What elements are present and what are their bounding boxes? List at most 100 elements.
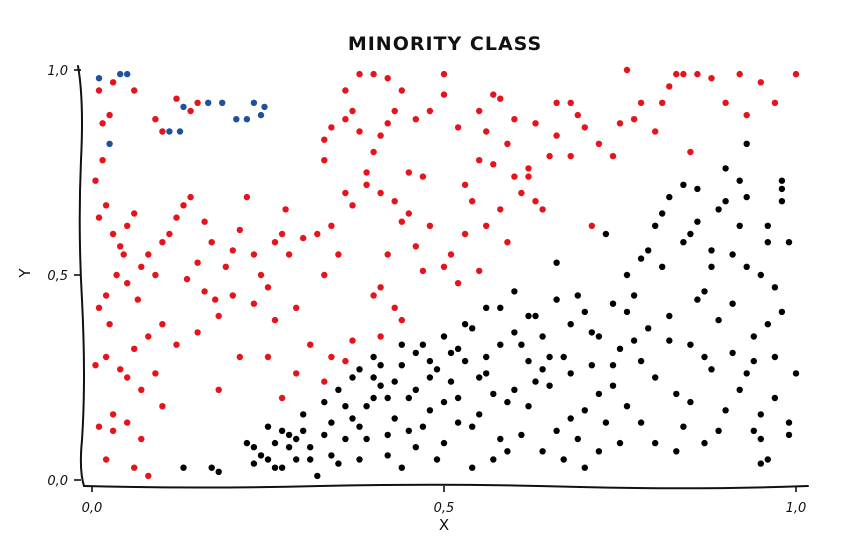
scatter-point [131,345,138,352]
scatter-point [328,419,335,426]
scatter-point [454,124,462,131]
scatter-point [666,193,673,201]
scatter-point [363,181,370,188]
scatter-point [412,243,419,250]
scatter-point [792,70,800,78]
scatter-point [497,95,504,102]
scatter-point [525,403,532,410]
scatter-point [95,75,103,82]
scatter-point [92,362,99,369]
scatter-point [370,394,377,402]
scatter-point [391,415,398,422]
scatter-point [546,382,553,389]
scatter-point [349,374,356,381]
scatter-point [525,357,532,365]
scatter-point [356,366,363,373]
y-tick-label: 0,0 [47,474,68,489]
scatter-point [426,407,434,414]
scatter-point [271,439,279,447]
scatter-point [342,435,349,443]
scatter-point [370,353,377,361]
scatter-point [95,214,103,221]
scatter-point [356,456,363,463]
scatter-point [588,222,595,229]
scatter-point [757,411,764,418]
scatter-point [539,206,546,213]
scatter-point [243,116,251,123]
scatter-point [205,99,212,107]
scatter-point [349,415,356,422]
scatter-point [616,439,624,447]
scatter-point [708,75,715,82]
scatter-point [152,271,159,279]
scatter-point [518,431,525,439]
scatter-point [307,341,314,348]
scatter-point [384,394,391,402]
scatter-point [356,423,363,430]
scatter-point [736,222,743,229]
scatter-point [328,452,335,459]
scatter-point [271,239,279,246]
scatter-point [257,111,265,119]
scatter-point [356,128,363,135]
scatter-point [95,423,103,430]
scatter-point [715,427,722,434]
series-2 [180,140,800,480]
scatter-point [595,333,603,340]
scatter-point [447,251,455,258]
scatter-point [659,99,666,107]
scatter-point [138,435,145,443]
scatter-point [440,333,448,340]
scatter-point [307,444,314,451]
scatter-point [722,198,729,205]
scatter-point [152,116,159,123]
scatter-point [250,251,258,258]
scatter-point [433,456,441,463]
scatter-point [109,411,117,418]
scatter-point [539,333,546,340]
scatter-point [771,394,779,402]
scatter-point [271,316,279,324]
scatter-point [95,87,103,94]
scatter-point [194,329,201,336]
scatter-point [764,222,771,229]
scatter-point [546,152,553,160]
scatter-point [476,157,483,164]
scatter-point [300,427,307,434]
scatter-point [476,107,483,115]
scatter-point [419,423,427,430]
scatter-point [370,148,377,156]
x-tick-label: 0,0 [82,501,103,516]
scatter-point [623,271,631,279]
scatter-point [567,99,574,107]
scatter-point [708,366,715,373]
scatter-point [680,239,687,246]
scatter-point [574,292,581,299]
scatter-point [159,239,166,246]
scatter-point [370,374,377,381]
scatter-point [131,87,138,94]
scatter-point [278,394,286,402]
scatter-point [328,124,335,131]
scatter-point [145,472,152,480]
axis-ticks: 0,0 0,0 0,5 0,5 1,0 1,0 [47,64,806,516]
scatter-point [321,271,328,279]
scatter-point [145,333,152,340]
scatter-point [384,75,391,82]
scatter-point [264,353,272,361]
scatter-point [215,386,222,393]
scatter-point [384,452,391,459]
scatter-point [180,103,187,111]
scatter-point [391,304,398,311]
scatter-point [701,353,708,361]
scatter-point [166,128,173,135]
scatter-point [666,337,673,344]
scatter-point [271,464,279,471]
scatter-point [293,304,300,311]
scatter-point [701,288,708,295]
x-axis-line [83,483,809,490]
scatter-point [363,169,370,176]
scatter-point [342,357,349,365]
scatter-point [652,128,659,135]
scatter-point [124,280,131,287]
